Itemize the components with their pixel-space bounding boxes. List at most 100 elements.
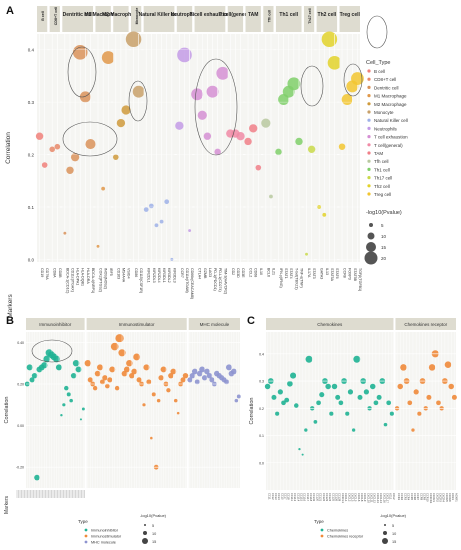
panel-a-facet-label: Dentritic cell [63,12,94,18]
panel-a-marker-label: BDCA-1(CD1C) [65,268,69,293]
panel-b-point [29,377,35,383]
panel-a-ytick: 0.0 [28,257,35,262]
panel-b-point [115,334,124,343]
panel-a-facet-label: Th17 cell [308,8,312,23]
panel-a-point [351,72,364,85]
panel-a-facet-strip [275,6,302,32]
panel-b-point [64,385,69,391]
panel-a-point [101,51,115,64]
panel-a-marker-label: CD2 [231,268,235,275]
panel-a-legend-label: Treg cell [374,192,391,197]
panel-a-facet-bg [131,34,142,262]
panel-c-xtick: CCL4 [277,493,281,500]
panel-a-legend-swatch [367,135,371,139]
panel-b-point [170,368,177,375]
panel-c-facet-label: Chemokines [317,322,343,327]
panel-a-highlight-ellipse [366,15,388,49]
panel-a-point [321,31,338,47]
panel-a-point [79,91,91,103]
panel-a-ytick: 0.4 [28,48,35,53]
panel-a-marker-label: BDCA-4(NRP1) [91,268,95,293]
panel-c-ytick: 0.3 [259,380,264,384]
panel-b-point [34,474,40,481]
panel-a-marker-label: CD115(CSF1R) [139,268,143,293]
panel-a-marker-label: CTLA4 [198,268,202,279]
panel-c-xtick: CXCR3 [438,493,442,502]
panel-a-size-swatch [367,232,375,240]
panel-a-legend-swatch [367,176,371,180]
panel-a-point [116,118,126,128]
panel-c-point [417,411,422,416]
panel-c-ytick: 0.2 [259,407,264,411]
panel-a-highlight-ellipse [128,80,148,122]
panel-a-marker-label: CD68 [254,268,258,277]
panel-a-point [269,194,273,199]
panel-a-size-title: -log10(Pvalue) [366,210,402,216]
panel-a-point [121,105,131,115]
panel-b-point [224,379,230,385]
panel-a-legend-label: Th1 cell [374,167,390,172]
panel-b-point [53,355,60,363]
panel-c-point [277,389,283,395]
panel-c-point [383,422,388,427]
panel-b-letter: B [6,315,14,327]
panel-a-legend-label: T cell exhaustion [374,135,408,140]
panel-a-point [255,164,262,171]
panel-b-facet-label: Immunostimulator [119,322,155,327]
panel-c-point [451,394,457,400]
panel-a-marker-label: STAT1 [284,268,288,279]
panel-a-marker-label: CCL2 [249,268,253,277]
panel-a-point [338,143,346,150]
panel-a-point [275,148,282,156]
panel-c-point [329,411,334,416]
panel-b-size-swatch [144,524,146,526]
panel-c-point [389,411,394,416]
panel-a-marker-label: CD86 [134,268,138,277]
panel-b-point [209,377,215,383]
panel-a-marker-label: PD-L1(CD274) [218,268,222,292]
panel-a-facet-label: B cell [41,11,45,21]
panel-a-facet-strip [227,6,244,32]
panel-a-facet-strip [339,6,360,32]
panel-a-legend-swatch [367,94,371,98]
panel-a-legend-label: CD8+T cell [374,77,396,82]
panel-a-marker-label: IL13 [325,268,329,275]
panel-a-point [66,166,74,174]
panel-b-point [72,360,80,367]
panel-b-xlabel: Markers [4,495,10,514]
panel-b-legend-label: MHC molecule [91,541,116,545]
panel-a-marker-label: HLA-DRA [86,268,90,284]
panel-b-point [194,379,200,385]
panel-a-marker-label: PD-1(PDCD1) [213,268,217,291]
panel-c-point [369,383,376,390]
panel-b-point [131,368,138,375]
panel-c-point [284,397,290,403]
panel-a-marker-label: T-bet(TBX21) [294,268,298,290]
panel-a-legend-swatch [367,143,371,147]
panel-b-ytick: -0.20 [16,466,24,470]
panel-a-marker-label: KIR3DL1 [162,268,166,283]
panel-c-xtick: CCL28 [338,493,342,502]
panel-a-legend-swatch [367,192,371,196]
panel-b-point [70,372,77,379]
panel-c-xtick: XCL1 [389,493,393,500]
panel-c-xtick: CCL17 [306,493,310,502]
panel-a-marker-label: STAT5A [330,268,334,282]
panel-a-facet-bg [143,34,175,262]
panel-a-legend-label: B cell [374,69,385,74]
panel-c-xtick: CXCL8 [360,493,364,502]
panel-c-legend-title: Type [314,519,324,524]
panel-b-size-swatch [143,531,147,535]
panel-c-xtick: CCL20 [315,493,319,502]
panel-a-legend-label: Natural Killer cell [374,118,408,123]
panel-b-point [66,392,71,397]
panel-a-facet-label: Th2 cell [318,12,337,18]
panel-a-marker-label: TIM-3(HAVCR2) [223,268,227,294]
panel-b-point [191,368,198,375]
panel-a-point [216,66,230,80]
panel-a-point [322,212,327,217]
panel-b-point [189,372,196,379]
panel-a-facet-bg [263,34,274,262]
panel-a-facet-label: M1 Macrophage [84,12,122,18]
panel-c-point [413,389,419,395]
